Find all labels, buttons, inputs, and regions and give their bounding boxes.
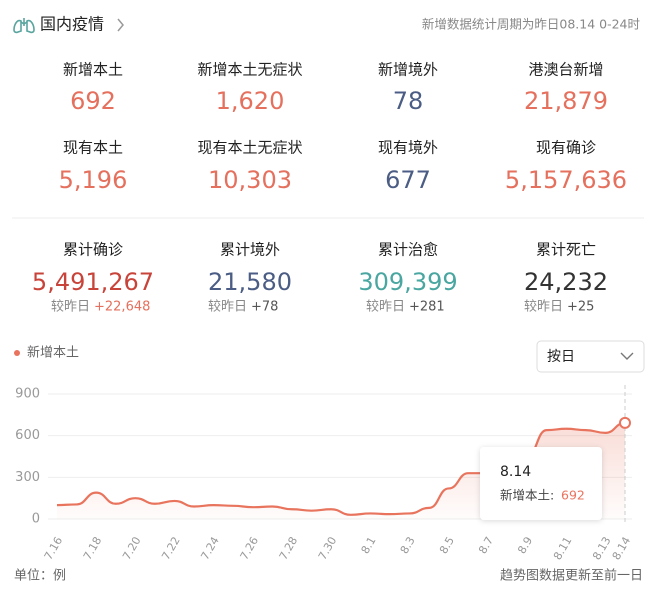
header-title[interactable]: 国内疫情	[40, 15, 104, 34]
x-tick-label: 7.28	[277, 535, 301, 563]
legend-label[interactable]: 新增本土	[27, 345, 79, 361]
y-tick-label: 900	[15, 387, 40, 402]
stat-value: 692	[70, 87, 116, 115]
x-tick-label: 7.24	[198, 535, 222, 563]
stat-value: 78	[393, 87, 424, 115]
dropdown[interactable]	[536, 340, 645, 373]
y-tick-label: 300	[15, 470, 40, 485]
dropdown-arrow[interactable]	[620, 352, 634, 360]
stat-compare: 较昨日	[51, 300, 90, 315]
x-tick-label: 7.20	[120, 535, 144, 563]
stat-value: 21,580	[208, 268, 292, 296]
header-note: 新增数据统计周期为昨日08.14 0-24时	[422, 17, 641, 32]
x-tick-label: 8.7	[476, 535, 496, 557]
point	[619, 416, 631, 429]
stat-change: +22,648	[94, 300, 150, 315]
x-tick-label: 8.3	[398, 535, 418, 557]
x-tick-label: 8.9	[515, 535, 535, 557]
y-tick-label: 600	[15, 428, 40, 443]
stat-label: 累计死亡	[536, 241, 596, 259]
legend-dot	[14, 350, 20, 356]
x-tick-label: 8.5	[437, 535, 457, 557]
stat-value: 5,196	[59, 166, 128, 194]
tooltip	[480, 447, 602, 520]
stat-compare: 较昨日	[208, 300, 247, 315]
stat-label: 累计治愈	[378, 241, 438, 259]
stat-label: 现有本土无症状	[197, 139, 302, 157]
chart: 0 300 600 900 7.16 7.18 7.20 7.22 7.24 7.26 7.28 7.…	[15, 385, 633, 562]
x-tick-label: 8.13	[590, 535, 614, 563]
stat-value: 309,399	[358, 268, 457, 296]
stat-compare: 较昨日	[524, 300, 563, 315]
x-tick-label: 8.14	[610, 535, 634, 563]
footer-note: 趋势图数据更新至前一日	[500, 568, 643, 584]
tooltip-title: 8.14	[500, 464, 531, 480]
x-tick-label: 8.1	[359, 535, 379, 557]
stat-compare: 较昨日	[366, 300, 405, 315]
chevron[interactable]	[117, 18, 124, 32]
stat-value: 677	[385, 166, 431, 194]
stat-value: 5,491,267	[32, 268, 154, 296]
stats: 新增本土 692 新增本土无症状 1,620 新增境外 78 港澳台新增 21,879 现有本土…	[32, 61, 627, 315]
stat-value: 10,303	[208, 166, 292, 194]
stat-label: 新增境外	[378, 61, 438, 79]
stat-value: 5,157,636	[505, 166, 627, 194]
stat-label: 现有本土	[63, 139, 123, 157]
stat-change: +281	[409, 300, 445, 315]
stat-value: 1,620	[216, 87, 285, 115]
y-tick-label: 0	[32, 512, 40, 527]
stat-label: 现有境外	[378, 139, 438, 157]
x-tick-label: 8.11	[551, 535, 575, 563]
tooltip-value: 692	[561, 488, 585, 503]
x-tick-label: 7.30	[316, 535, 340, 563]
x-tick-label: 7.22	[159, 535, 183, 563]
dropdown-label[interactable]: 按日	[547, 349, 575, 365]
x-tick-label: 7.26	[238, 535, 262, 563]
x-tick-label: 7.18	[81, 535, 105, 563]
unit: 单位：例	[14, 569, 66, 584]
lungs-icon	[13, 18, 35, 34]
x-tick-label: 7.16	[42, 535, 66, 563]
stat-change: +78	[251, 300, 278, 315]
stat-label: 累计境外	[220, 241, 280, 259]
stat-value: 21,879	[524, 87, 608, 115]
stat-label: 新增本土	[63, 61, 123, 79]
stat-label: 累计确诊	[63, 241, 123, 259]
stat-change: +25	[567, 300, 594, 315]
stat-value: 24,232	[524, 268, 608, 296]
stat-label: 现有确诊	[536, 139, 596, 157]
tooltip-label: 新增本土:	[500, 488, 554, 503]
stat-label: 新增本土无症状	[197, 61, 302, 79]
stat-label: 港澳台新增	[528, 61, 603, 79]
